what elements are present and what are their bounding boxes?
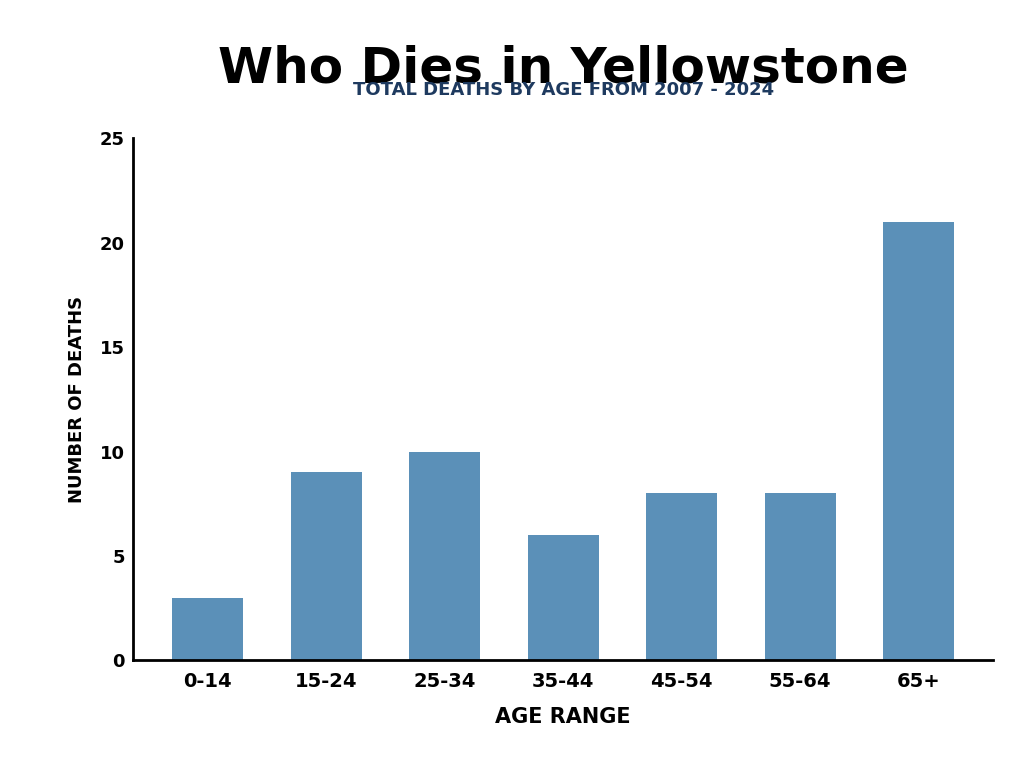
Bar	[291, 472, 361, 660]
Bar	[646, 493, 717, 660]
X-axis label: AGE RANGE: AGE RANGE	[496, 707, 631, 727]
Bar	[410, 452, 480, 660]
Title: Who Dies in Yellowstone: Who Dies in Yellowstone	[218, 45, 908, 93]
Bar	[765, 493, 836, 660]
Bar	[527, 535, 599, 660]
Y-axis label: NUMBER OF DEATHS: NUMBER OF DEATHS	[68, 296, 86, 503]
Text: TOTAL DEATHS BY AGE FROM 2007 - 2024: TOTAL DEATHS BY AGE FROM 2007 - 2024	[352, 81, 774, 98]
Bar	[883, 222, 954, 660]
Bar	[172, 598, 244, 660]
